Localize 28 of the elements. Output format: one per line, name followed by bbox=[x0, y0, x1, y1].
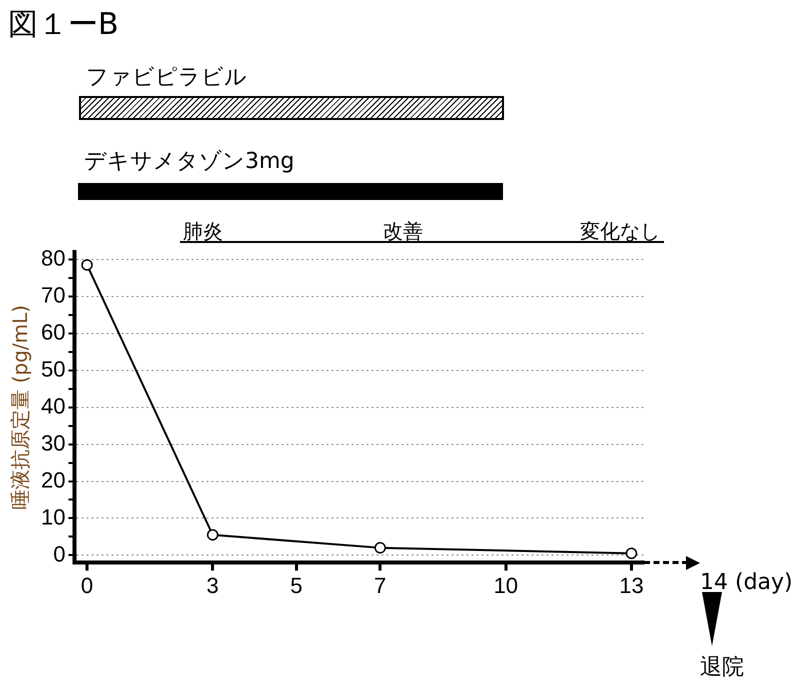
y-tick-label: 70 bbox=[40, 282, 66, 308]
text: 改善 bbox=[383, 218, 423, 245]
y-tick-label: 10 bbox=[40, 504, 66, 530]
point bbox=[626, 548, 638, 560]
x-tick-label: 7 bbox=[374, 572, 386, 598]
x-tick-label: 10 bbox=[494, 572, 518, 598]
x-tick-label: 5 bbox=[290, 572, 303, 598]
chart-title: 図１ーB bbox=[8, 6, 119, 44]
x-tick-label: 0 bbox=[80, 572, 94, 598]
y-tick-label: 20 bbox=[40, 467, 66, 492]
text: 変化なし bbox=[580, 218, 660, 245]
y-tick-label: 80 bbox=[40, 245, 66, 270]
y-tick-label: 60 bbox=[40, 319, 66, 344]
y-axis-title: 唾液抗原定量 (pg/mL) bbox=[8, 304, 32, 510]
text: 退院 bbox=[700, 654, 744, 682]
y-tick-label: 40 bbox=[40, 393, 66, 418]
x-tick-label: 3 bbox=[206, 572, 219, 598]
text: 14 (day) bbox=[700, 570, 793, 595]
point bbox=[206, 529, 218, 541]
text: ファビピラビル bbox=[86, 64, 247, 92]
x-tick-label: 13 bbox=[619, 572, 644, 598]
y-tick-label: 50 bbox=[40, 356, 66, 382]
point bbox=[374, 542, 386, 554]
y-tick-label: 30 bbox=[40, 430, 66, 456]
text: デキサメタゾン3mg bbox=[84, 148, 294, 176]
text: 肺炎 bbox=[183, 218, 223, 245]
y-tick-label: 0 bbox=[53, 541, 66, 566]
point bbox=[81, 259, 93, 271]
